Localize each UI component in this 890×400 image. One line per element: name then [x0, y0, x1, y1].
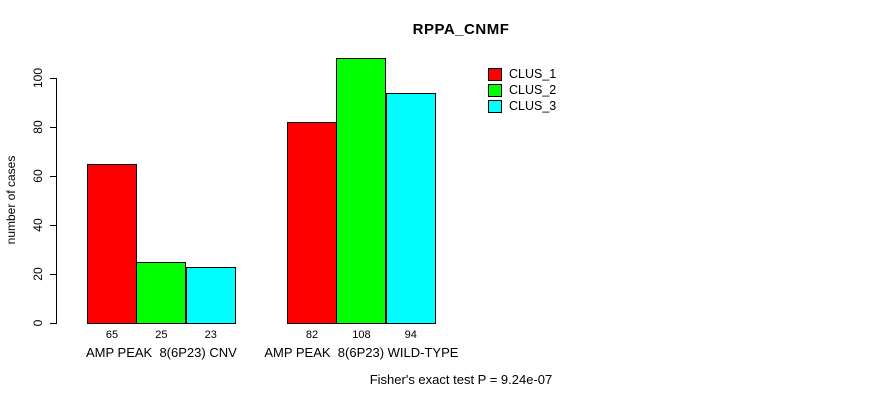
legend-swatch-icon	[488, 83, 502, 97]
bar-clus_2	[136, 261, 187, 324]
legend: CLUS_1 CLUS_2 CLUS_3	[488, 66, 556, 114]
legend-label: CLUS_2	[509, 83, 557, 97]
legend-item-clus_2: CLUS_2	[488, 82, 556, 98]
y-axis-tick-label: 0	[31, 319, 45, 327]
legend-item-clus_3: CLUS_3	[488, 98, 556, 114]
chart-title: RPPA_CNMF	[412, 21, 510, 38]
legend-label: CLUS_3	[509, 99, 557, 113]
bar-value-label: 25	[155, 329, 168, 341]
y-axis-tick	[50, 176, 56, 177]
y-axis-tick	[50, 323, 56, 324]
bar-value-label: 65	[105, 329, 119, 341]
y-axis-tick-label: 40	[31, 218, 45, 232]
bar-clus_2	[336, 58, 387, 324]
y-axis-tick	[50, 274, 56, 275]
legend-swatch-icon	[488, 67, 502, 81]
y-axis-tick	[50, 225, 56, 226]
y-axis-tick-label: 80	[31, 120, 45, 134]
legend-item-clus_1: CLUS_1	[488, 66, 556, 82]
legend-swatch-icon	[488, 99, 502, 113]
bar-clus_3	[385, 92, 436, 324]
y-axis-tick-label: 20	[31, 267, 45, 281]
bar-clus_1	[287, 122, 337, 324]
bar-value-label: 94	[404, 329, 417, 341]
y-axis-tick-label: 60	[31, 169, 45, 183]
bar-value-label: 23	[204, 329, 217, 341]
legend-label: CLUS_1	[509, 67, 557, 81]
bar-clus_1	[87, 163, 137, 324]
bar-value-label: 108	[352, 329, 371, 341]
y-axis-tick-label: 100	[31, 67, 45, 89]
y-axis-tick	[50, 78, 56, 79]
y-axis-tick	[50, 127, 56, 128]
category-label: AMP PEAK 8(6P23) CNV	[86, 345, 237, 360]
y-axis-label: number of cases	[4, 155, 18, 245]
category-label: AMP PEAK 8(6P23) WILD-TYPE	[264, 345, 459, 360]
y-axis-line	[56, 78, 57, 324]
stat-test-caption: Fisher's exact test P = 9.24e-07	[369, 372, 553, 387]
bar-value-label: 82	[305, 329, 319, 341]
bar-clus_3	[185, 266, 236, 324]
